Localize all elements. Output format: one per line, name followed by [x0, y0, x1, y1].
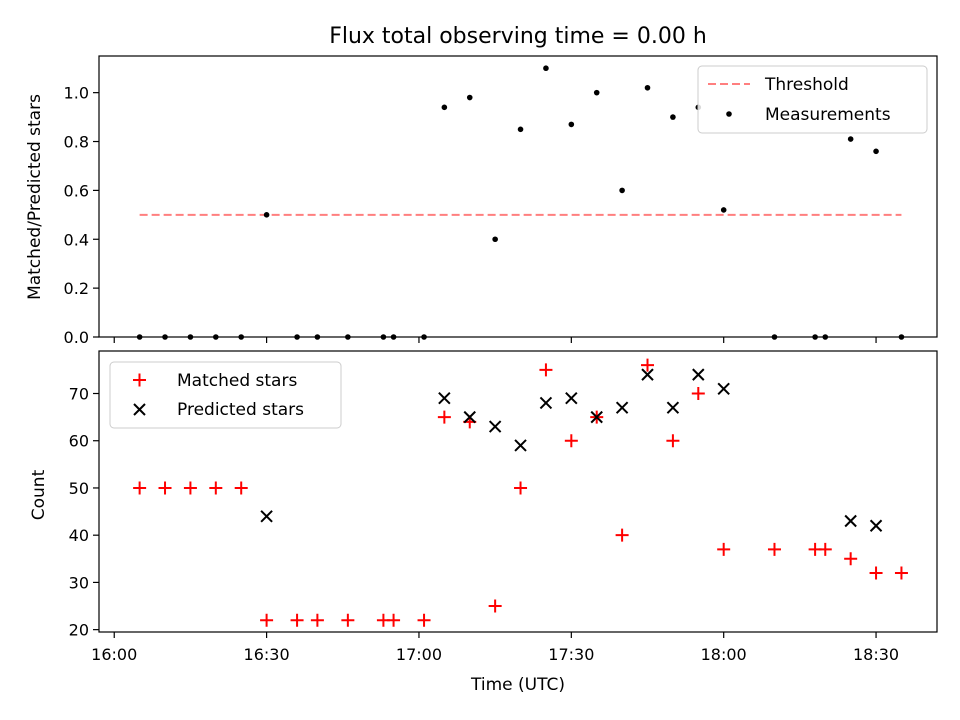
matched-star-point: [158, 481, 172, 495]
measurement-point: [670, 114, 676, 120]
matched-star-point: [615, 528, 629, 542]
matched-star-point: [539, 363, 553, 377]
y-axis-label-ratio: Matched/Predicted stars: [25, 94, 45, 300]
count-panel: Count Time (UTC) 20 30 40 50 60 70 16:00 16:30…: [29, 350, 938, 695]
predicted-star-point: [666, 401, 680, 414]
matched-star-point: [417, 613, 431, 627]
predicted-star-point: [438, 392, 451, 405]
predicted-star-point: [514, 439, 527, 452]
matched-star-point: [818, 542, 832, 556]
matched-star-point: [341, 613, 355, 627]
legend-predicted-label: Predicted stars: [177, 400, 304, 420]
matched-star-point: [183, 481, 197, 495]
x-tick-label: 18:00: [701, 645, 747, 664]
ratio-plot-frame: [98, 55, 938, 338]
legend-measurements-label: Measurements: [765, 105, 891, 125]
predicted-star-point: [615, 401, 629, 414]
matched-star-point: [133, 481, 147, 495]
x-tick-label: 16:00: [91, 645, 137, 664]
measurement-point: [873, 148, 879, 155]
measurement-point: [263, 212, 270, 218]
measurement-point: [644, 84, 651, 91]
x-tick-label: 17:30: [548, 645, 594, 664]
predicted-star-point: [565, 392, 578, 405]
y-tick-label: 0.8: [64, 133, 89, 152]
x-axis-label: Time (UTC): [470, 675, 565, 695]
matched-star-point: [290, 613, 304, 627]
matched-star-point: [437, 410, 451, 424]
measurement-point: [720, 207, 727, 213]
matched-star-point: [564, 434, 578, 448]
y-tick-label: 0.4: [64, 230, 89, 249]
x-tick-label: 18:30: [853, 645, 899, 664]
matched-star-point: [767, 542, 781, 556]
predicted-star-point: [590, 410, 603, 424]
y-tick-label: 70: [69, 385, 89, 404]
measurement-point: [441, 104, 448, 111]
predicted-star-point: [692, 368, 705, 381]
measurement-point: [568, 121, 575, 128]
matched-star-point: [666, 434, 680, 448]
y-tick-label: 30: [69, 573, 89, 592]
y-tick-label: 60: [69, 432, 89, 451]
measurement-point: [593, 89, 600, 96]
predicted-star-point: [717, 382, 730, 395]
predicted-star-point: [260, 510, 273, 523]
ratio-legend: Threshold Measurements: [697, 65, 928, 134]
y-tick-label: 0.2: [64, 279, 89, 298]
legend-predicted-swatch: [133, 403, 146, 416]
y-tick-label: 40: [69, 526, 89, 545]
legend-matched-swatch: [133, 373, 146, 387]
y-tick-label: 1.0: [64, 84, 89, 103]
legend-box: [109, 361, 342, 429]
measurement-point: [517, 126, 524, 133]
predicted-star-point: [463, 410, 476, 424]
matched-star-point: [844, 552, 858, 566]
measurement-point: [619, 187, 625, 194]
matched-star-point: [209, 481, 223, 495]
predicted-star-point: [844, 514, 857, 528]
matched-star-point: [514, 481, 528, 495]
matched-star-point: [310, 613, 324, 627]
y-tick-label: 50: [69, 479, 89, 498]
matched-star-point: [260, 613, 274, 627]
measurement-point: [466, 94, 473, 101]
y-tick-label: 20: [69, 621, 89, 640]
predicted-star-point: [488, 420, 502, 433]
legend-box: [697, 65, 928, 134]
legend-threshold-label: Threshold: [764, 75, 849, 95]
legend-measurements-swatch: [726, 111, 732, 117]
matched-star-point: [488, 599, 502, 613]
y-tick-label: 0.6: [64, 181, 89, 200]
matched-star-point: [641, 358, 655, 372]
legend-matched-label: Matched stars: [177, 371, 297, 391]
matched-star-point: [869, 566, 883, 580]
predicted-star-point: [869, 519, 883, 532]
y-axis-label-count: Count: [29, 469, 49, 520]
measurement-point: [543, 65, 549, 72]
matched-star-point: [717, 542, 731, 556]
measurement-point: [847, 136, 854, 142]
matched-star-point: [691, 387, 705, 401]
chart-title: Flux total observing time = 0.00 h: [329, 24, 707, 49]
count-legend: Matched stars Predicted stars: [109, 361, 342, 429]
matched-star-point: [387, 613, 401, 627]
measurement-point: [492, 236, 498, 243]
x-tick-label: 17:00: [396, 645, 442, 664]
count-plot-frame: [98, 350, 938, 633]
matched-star-point: [234, 481, 248, 495]
predicted-star-point: [641, 368, 654, 381]
x-tick-label: 16:30: [244, 645, 290, 664]
y-tick-label: 0.0: [64, 328, 89, 347]
predicted-star-point: [539, 396, 553, 410]
ratio-panel: Flux total observing time = 0.00 h Match…: [25, 24, 938, 347]
matched-star-point: [894, 566, 908, 580]
